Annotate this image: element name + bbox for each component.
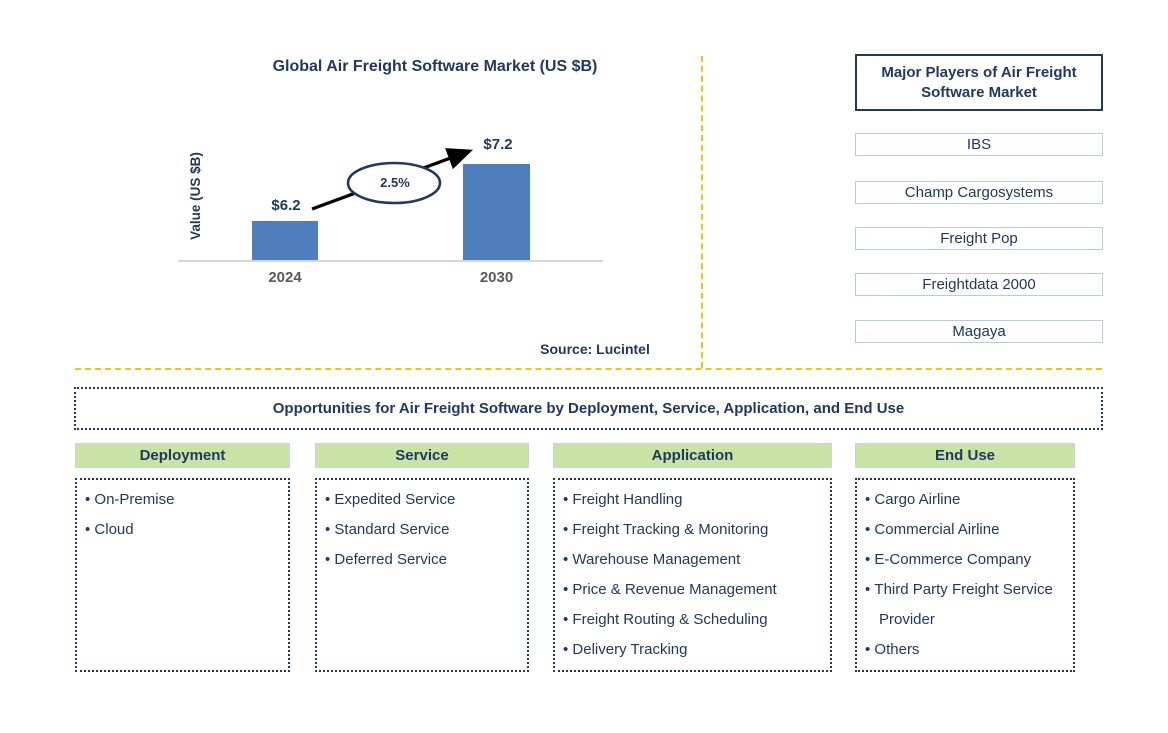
list-item: Freight Tracking & Monitoring	[563, 515, 822, 545]
bar-value-2024: $6.2	[271, 197, 301, 214]
x-axis-line	[178, 260, 603, 262]
column-list-end-use: Cargo Airline Commercial Airline E-Comme…	[855, 478, 1075, 672]
bar-2030	[463, 164, 530, 261]
major-players-title: Major Players of Air Freight Software Ma…	[855, 54, 1103, 111]
bar-2024	[252, 221, 318, 261]
player-item-champ-cargosystems: Champ Cargosystems	[855, 181, 1103, 204]
list-item: Freight Handling	[563, 485, 822, 515]
vertical-divider	[701, 56, 703, 368]
column-list-application: Freight Handling Freight Tracking & Moni…	[553, 478, 832, 672]
growth-ellipse	[346, 161, 442, 205]
column-list-deployment: On-Premise Cloud	[75, 478, 290, 672]
list-item: Freight Routing & Scheduling	[563, 605, 822, 635]
column-list-service: Expedited Service Standard Service Defer…	[315, 478, 529, 672]
list-item: Cargo Airline	[865, 485, 1065, 515]
x-tick-2030: 2030	[479, 269, 514, 286]
player-item-ibs: IBS	[855, 133, 1103, 156]
list-item: On-Premise	[85, 485, 280, 515]
bar-value-2030: $7.2	[483, 136, 513, 153]
source-note: Source: Lucintel	[540, 341, 650, 357]
list-item: Others	[865, 635, 1065, 665]
list-item: Third Party Freight Service Provider	[865, 575, 1065, 635]
player-item-magaya: Magaya	[855, 320, 1103, 343]
x-tick-2024: 2024	[268, 269, 302, 286]
column-header-service: Service	[315, 443, 529, 468]
list-item: Price & Revenue Management	[563, 575, 822, 605]
player-item-freight-pop: Freight Pop	[855, 227, 1103, 250]
list-item: Standard Service	[325, 515, 519, 545]
growth-rate-label: 2.5%	[380, 175, 410, 190]
list-item: Delivery Tracking	[563, 635, 822, 665]
chart-title: Global Air Freight Software Market (US $…	[272, 58, 598, 75]
list-item: Cloud	[85, 515, 280, 545]
list-item: E-Commerce Company	[865, 545, 1065, 575]
opportunities-banner: Opportunities for Air Freight Software b…	[74, 387, 1103, 430]
horizontal-divider	[75, 368, 1102, 370]
list-item: Warehouse Management	[563, 545, 822, 575]
y-axis-label: Value (US $B)	[188, 152, 203, 240]
column-header-end-use: End Use	[855, 443, 1075, 468]
list-item: Expedited Service	[325, 485, 519, 515]
column-header-deployment: Deployment	[75, 443, 290, 468]
player-item-freightdata-2000: Freightdata 2000	[855, 273, 1103, 296]
growth-arrow-ellipse	[311, 148, 474, 211]
list-item: Deferred Service	[325, 545, 519, 575]
column-header-application: Application	[553, 443, 832, 468]
list-item: Commercial Airline	[865, 515, 1065, 545]
